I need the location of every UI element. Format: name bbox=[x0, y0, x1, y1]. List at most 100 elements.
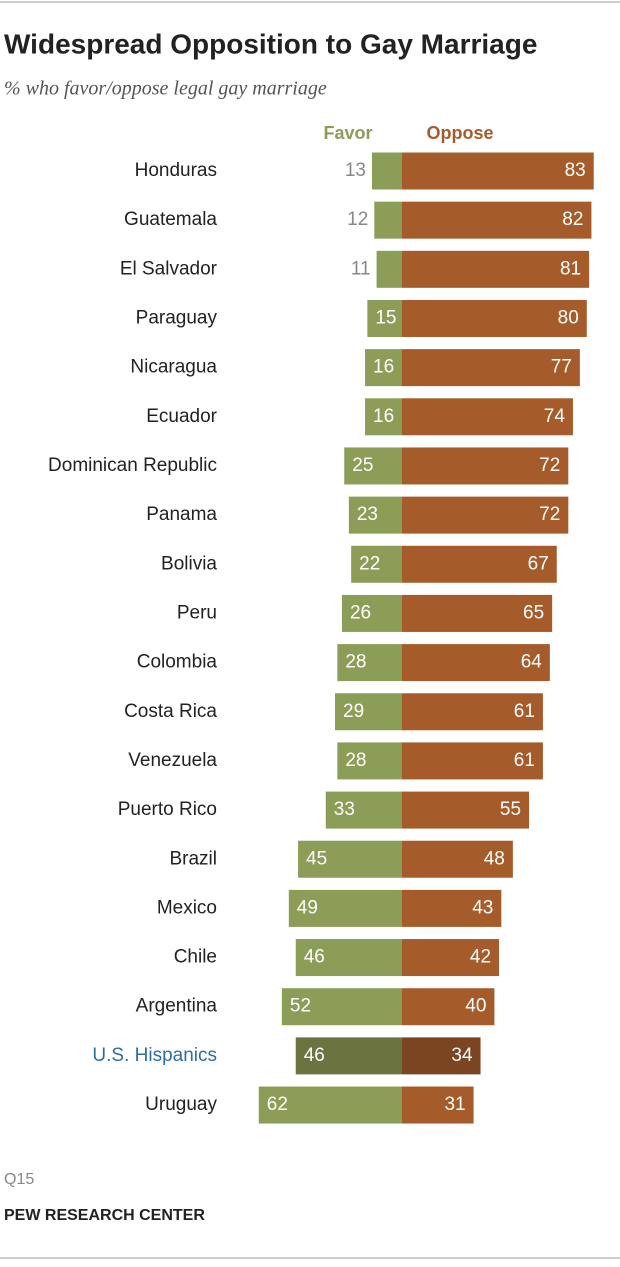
chart-subtitle: % who favor/oppose legal gay marriage bbox=[4, 78, 327, 100]
value-label: 61 bbox=[514, 750, 535, 771]
bar-favor bbox=[295, 939, 402, 977]
value-label: 83 bbox=[565, 160, 586, 181]
bar-oppose bbox=[402, 988, 495, 1026]
value-label: 28 bbox=[345, 652, 366, 673]
bar-oppose bbox=[402, 349, 580, 387]
bar-oppose bbox=[402, 889, 502, 927]
category-label: Uruguay bbox=[145, 1094, 217, 1115]
bar-favor bbox=[337, 644, 402, 682]
bar-favor bbox=[337, 742, 402, 780]
bar-favor bbox=[344, 447, 402, 485]
bar-oppose bbox=[402, 1037, 481, 1075]
bar-oppose bbox=[402, 299, 587, 337]
value-label: 31 bbox=[444, 1094, 465, 1115]
category-label: Panama bbox=[146, 504, 217, 525]
value-label: 29 bbox=[343, 701, 364, 722]
value-label: 46 bbox=[304, 1045, 325, 1066]
bar-favor bbox=[281, 988, 402, 1026]
value-label: 34 bbox=[451, 1045, 473, 1066]
category-label: Puerto Rico bbox=[118, 799, 217, 820]
value-label: 11 bbox=[351, 258, 371, 279]
value-label: 61 bbox=[514, 701, 535, 722]
chart-title: Widespread Opposition to Gay Marriage bbox=[4, 28, 537, 59]
note: Q15 bbox=[4, 1171, 34, 1188]
bar-oppose bbox=[402, 250, 590, 288]
bar-oppose bbox=[402, 939, 500, 977]
bar-oppose bbox=[402, 545, 557, 583]
value-label: 77 bbox=[551, 357, 572, 378]
bar-oppose bbox=[402, 791, 530, 829]
value-label: 48 bbox=[484, 848, 505, 869]
value-label: 64 bbox=[521, 652, 543, 673]
value-label: 40 bbox=[465, 996, 486, 1017]
value-label: 43 bbox=[472, 897, 493, 918]
category-label: Bolivia bbox=[161, 553, 217, 574]
bar-favor bbox=[341, 594, 402, 632]
value-label: 81 bbox=[560, 258, 581, 279]
bar-favor bbox=[374, 201, 402, 239]
bar-oppose bbox=[402, 693, 543, 731]
value-label: 16 bbox=[373, 406, 394, 427]
value-label: 45 bbox=[306, 848, 327, 869]
value-label: 65 bbox=[523, 602, 544, 623]
bar-favor bbox=[348, 496, 402, 534]
bar-favor bbox=[258, 1086, 402, 1124]
category-label: Peru bbox=[177, 602, 217, 623]
bar-oppose bbox=[402, 1086, 474, 1124]
category-label: Dominican Republic bbox=[48, 455, 217, 476]
bar-favor bbox=[335, 693, 402, 731]
bar-oppose bbox=[402, 644, 550, 682]
value-label: 25 bbox=[352, 455, 373, 476]
bar-favor bbox=[351, 545, 402, 583]
legend-favor: Favor bbox=[323, 123, 372, 143]
value-label: 15 bbox=[375, 307, 396, 328]
bar-favor bbox=[365, 398, 402, 436]
bar-favor bbox=[325, 791, 402, 829]
bar-favor bbox=[365, 349, 402, 387]
value-label: 49 bbox=[297, 897, 318, 918]
category-label: Argentina bbox=[136, 996, 218, 1017]
value-label: 74 bbox=[544, 406, 566, 427]
category-label: Mexico bbox=[157, 897, 217, 918]
value-label: 16 bbox=[373, 357, 394, 378]
bar-oppose bbox=[402, 201, 592, 239]
value-label: 67 bbox=[528, 553, 549, 574]
value-label: 72 bbox=[539, 504, 560, 525]
value-label: 42 bbox=[470, 947, 491, 968]
bar-favor bbox=[288, 889, 402, 927]
value-label: 23 bbox=[357, 504, 378, 525]
bar-oppose bbox=[402, 742, 543, 780]
bar-favor bbox=[295, 1037, 402, 1075]
legend-oppose: Oppose bbox=[426, 123, 493, 143]
source: PEW RESEARCH CENTER bbox=[4, 1207, 205, 1224]
category-label: Colombia bbox=[137, 652, 218, 673]
value-label: 22 bbox=[359, 553, 380, 574]
category-label: Chile bbox=[174, 947, 217, 968]
category-label: Brazil bbox=[169, 848, 217, 869]
bar-favor bbox=[371, 152, 402, 190]
category-label: El Salvador bbox=[120, 258, 218, 279]
bar-oppose bbox=[402, 496, 569, 534]
bar-oppose bbox=[402, 840, 513, 878]
value-label: 80 bbox=[558, 307, 579, 328]
bar-oppose bbox=[402, 398, 573, 436]
category-label: Ecuador bbox=[146, 406, 217, 427]
value-label: 46 bbox=[304, 947, 325, 968]
category-label: Nicaragua bbox=[130, 357, 217, 378]
value-label: 72 bbox=[539, 455, 560, 476]
value-label: 26 bbox=[350, 602, 371, 623]
bar-oppose bbox=[402, 594, 553, 632]
value-label: 33 bbox=[334, 799, 355, 820]
value-label: 82 bbox=[562, 209, 583, 230]
value-label: 28 bbox=[345, 750, 366, 771]
category-label: Honduras bbox=[135, 160, 217, 181]
value-label: 55 bbox=[500, 799, 521, 820]
bar-favor bbox=[298, 840, 402, 878]
value-label: 52 bbox=[290, 996, 311, 1017]
value-label: 62 bbox=[267, 1094, 288, 1115]
value-label: 13 bbox=[345, 160, 366, 181]
bar-favor bbox=[376, 250, 402, 288]
category-label: U.S. Hispanics bbox=[92, 1045, 217, 1066]
category-label: Paraguay bbox=[136, 307, 218, 328]
